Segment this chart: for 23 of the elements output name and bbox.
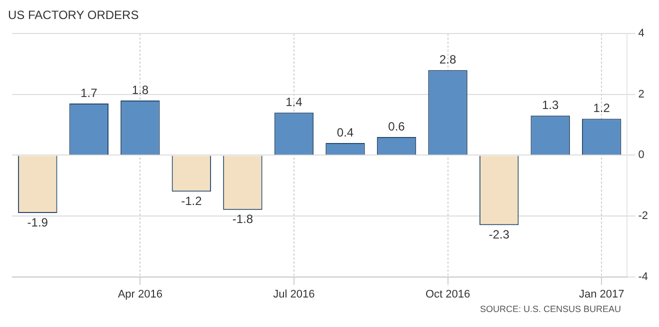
data-label: -2.3 <box>488 227 510 242</box>
x-tick-label: Jan 2017 <box>578 288 624 300</box>
y-tick-label: -4 <box>638 270 648 283</box>
data-label: -1.9 <box>27 215 48 230</box>
y-tick-label: -2 <box>638 210 648 222</box>
data-label: 0.6 <box>388 119 406 134</box>
x-tick-label: Jul 2016 <box>273 288 315 300</box>
data-label: -1.8 <box>232 212 254 226</box>
data-label: 1.7 <box>80 86 98 100</box>
x-tick-label: Oct 2016 <box>425 288 470 300</box>
y-tick-label: 0 <box>638 149 644 162</box>
data-label: 1.3 <box>542 98 559 112</box>
data-label: 1.8 <box>132 82 149 97</box>
data-label: 0.4 <box>336 125 354 140</box>
source-note: SOURCE: U.S. CENSUS BUREAU <box>478 304 622 314</box>
data-label: 2.8 <box>439 52 456 66</box>
x-tick-label: Apr 2016 <box>118 288 162 300</box>
y-tick-label: 4 <box>638 28 644 40</box>
data-label: -1.2 <box>181 194 202 208</box>
data-label: 1.4 <box>286 94 303 109</box>
data-label: 1.2 <box>593 101 610 116</box>
chart-title: US FACTORY ORDERS <box>8 8 140 24</box>
y-tick-label: 2 <box>638 88 644 100</box>
